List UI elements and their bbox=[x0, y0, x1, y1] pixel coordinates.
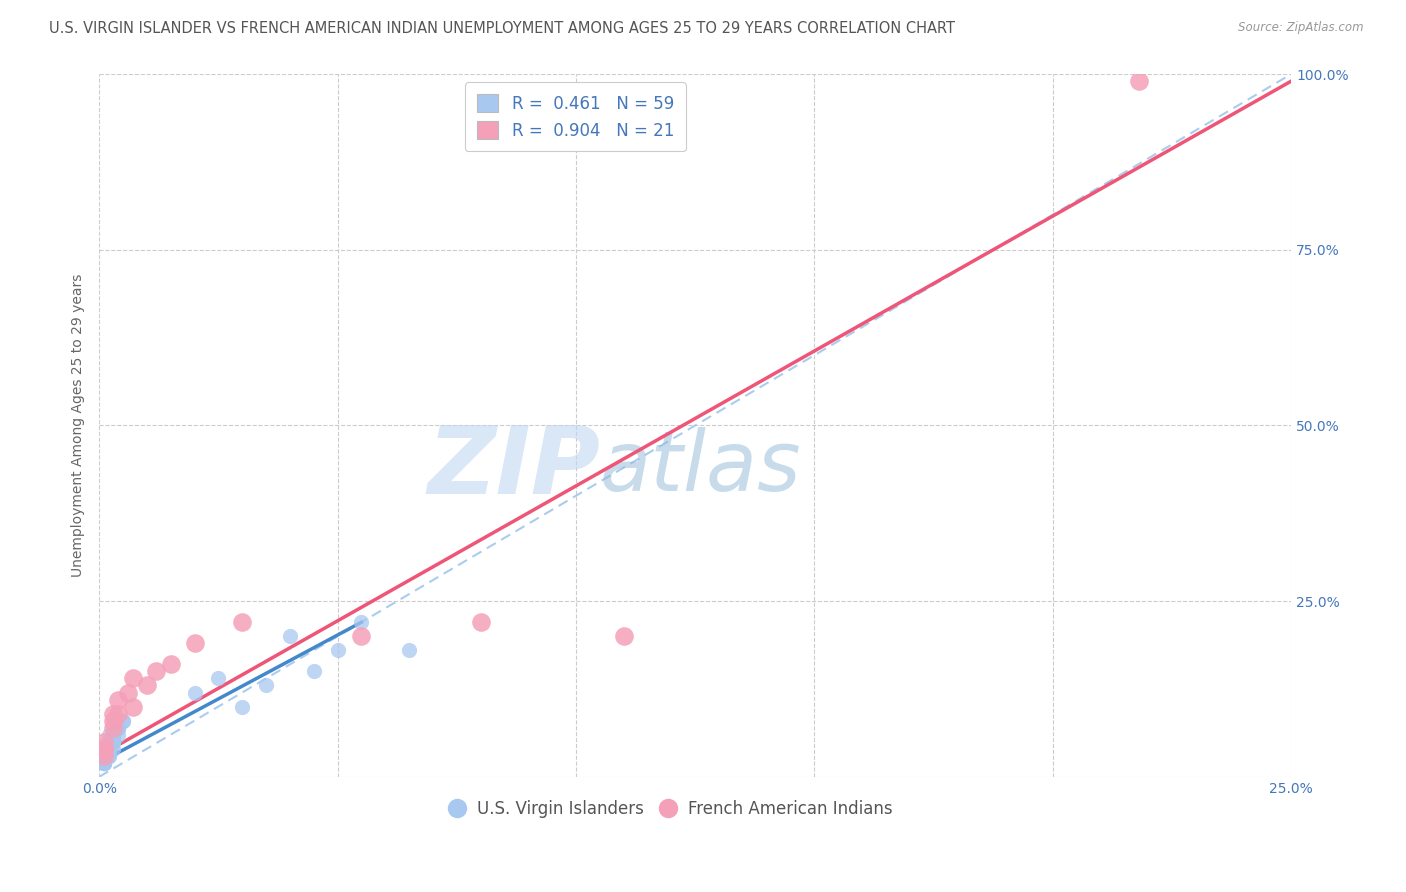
Point bbox=[103, 735, 125, 749]
Point bbox=[93, 756, 115, 770]
Point bbox=[103, 735, 125, 749]
Point bbox=[93, 748, 115, 763]
Point bbox=[231, 615, 253, 630]
Point bbox=[470, 615, 492, 630]
Text: U.S. VIRGIN ISLANDER VS FRENCH AMERICAN INDIAN UNEMPLOYMENT AMONG AGES 25 TO 29 : U.S. VIRGIN ISLANDER VS FRENCH AMERICAN … bbox=[49, 21, 955, 36]
Point bbox=[93, 741, 115, 756]
Legend: U.S. Virgin Islanders, French American Indians: U.S. Virgin Islanders, French American I… bbox=[444, 793, 898, 825]
Point bbox=[121, 699, 143, 714]
Point bbox=[97, 735, 120, 749]
Text: ZIP: ZIP bbox=[427, 422, 600, 514]
Point bbox=[103, 706, 125, 721]
Point bbox=[103, 735, 125, 749]
Point bbox=[93, 756, 115, 770]
Point bbox=[145, 665, 167, 679]
Point bbox=[135, 678, 157, 692]
Point bbox=[97, 748, 120, 763]
Point bbox=[107, 721, 129, 735]
Y-axis label: Unemployment Among Ages 25 to 29 years: Unemployment Among Ages 25 to 29 years bbox=[72, 274, 86, 577]
Point bbox=[93, 748, 115, 763]
Point bbox=[103, 728, 125, 742]
Point bbox=[350, 629, 373, 643]
Point bbox=[93, 748, 115, 763]
Point bbox=[93, 756, 115, 770]
Point bbox=[97, 748, 120, 763]
Point bbox=[613, 629, 636, 643]
Point bbox=[398, 643, 420, 657]
Point bbox=[107, 692, 129, 706]
Point bbox=[1128, 74, 1150, 88]
Point bbox=[97, 741, 120, 756]
Point bbox=[121, 672, 143, 686]
Point bbox=[111, 714, 134, 728]
Point bbox=[93, 735, 115, 749]
Point bbox=[350, 615, 373, 630]
Point bbox=[326, 643, 349, 657]
Point bbox=[278, 629, 301, 643]
Point bbox=[93, 748, 115, 763]
Point bbox=[103, 721, 125, 735]
Point bbox=[103, 728, 125, 742]
Point bbox=[93, 748, 115, 763]
Point bbox=[103, 728, 125, 742]
Point bbox=[93, 756, 115, 770]
Point bbox=[107, 721, 129, 735]
Point bbox=[103, 735, 125, 749]
Point bbox=[183, 636, 205, 650]
Point bbox=[97, 741, 120, 756]
Point bbox=[302, 665, 325, 679]
Point bbox=[103, 735, 125, 749]
Text: Source: ZipAtlas.com: Source: ZipAtlas.com bbox=[1239, 21, 1364, 34]
Point bbox=[107, 728, 129, 742]
Point bbox=[97, 741, 120, 756]
Point bbox=[93, 748, 115, 763]
Point bbox=[254, 678, 277, 692]
Point bbox=[103, 735, 125, 749]
Point bbox=[97, 741, 120, 756]
Point bbox=[107, 706, 129, 721]
Point bbox=[93, 748, 115, 763]
Point bbox=[93, 741, 115, 756]
Point bbox=[183, 685, 205, 699]
Point bbox=[103, 728, 125, 742]
Point bbox=[93, 756, 115, 770]
Point bbox=[93, 741, 115, 756]
Point bbox=[93, 756, 115, 770]
Text: atlas: atlas bbox=[600, 427, 801, 508]
Point bbox=[97, 728, 120, 742]
Point bbox=[117, 685, 139, 699]
Point bbox=[93, 748, 115, 763]
Point bbox=[97, 741, 120, 756]
Point bbox=[93, 748, 115, 763]
Point bbox=[103, 714, 125, 728]
Point bbox=[231, 699, 253, 714]
Point bbox=[93, 741, 115, 756]
Point bbox=[97, 741, 120, 756]
Point bbox=[103, 735, 125, 749]
Point bbox=[97, 735, 120, 749]
Point bbox=[103, 735, 125, 749]
Point bbox=[93, 741, 115, 756]
Point bbox=[103, 728, 125, 742]
Point bbox=[107, 721, 129, 735]
Point bbox=[111, 714, 134, 728]
Point bbox=[107, 721, 129, 735]
Point bbox=[159, 657, 181, 672]
Point bbox=[93, 756, 115, 770]
Point bbox=[207, 672, 229, 686]
Point bbox=[103, 741, 125, 756]
